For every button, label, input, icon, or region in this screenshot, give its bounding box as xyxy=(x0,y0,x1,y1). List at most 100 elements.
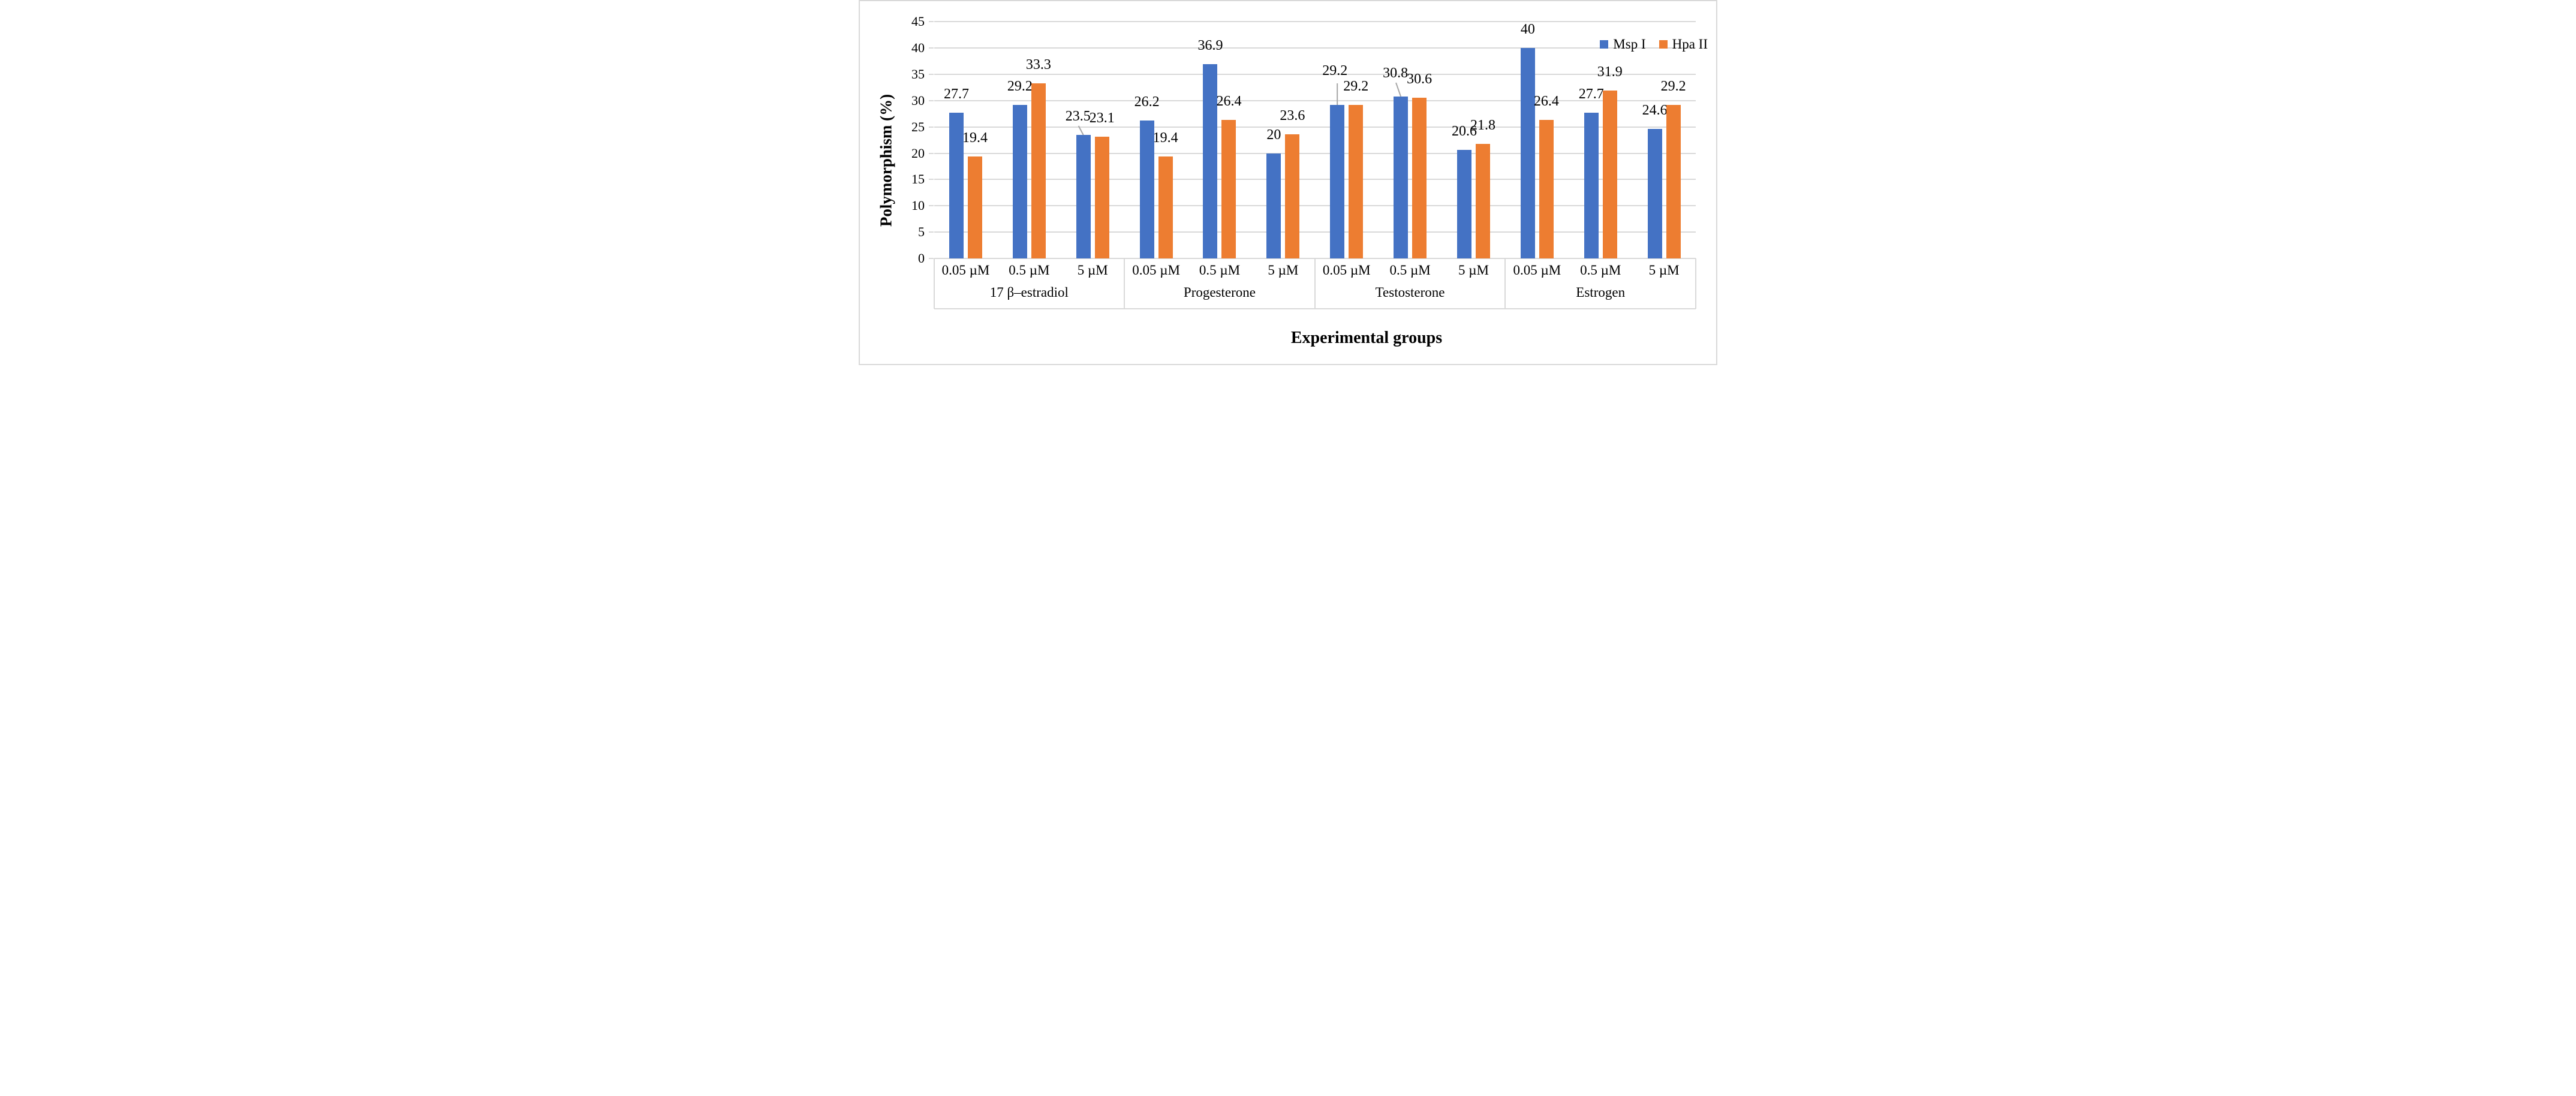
msp-i-swatch-icon xyxy=(1600,40,1609,49)
x-axis-title: Experimental groups xyxy=(1290,329,1443,347)
y-axis-tick-mark xyxy=(928,205,934,207)
bar-hpa-ii xyxy=(1349,105,1364,258)
y-axis-tick-mark xyxy=(928,100,934,101)
y-tick-label: 5 xyxy=(918,224,925,240)
bar-msp-i xyxy=(1456,150,1471,258)
gridline xyxy=(934,74,1696,76)
bar-hpa-ii xyxy=(1094,137,1109,258)
bar-msp-i xyxy=(1647,129,1662,258)
group-label: 17 β–estradiol xyxy=(989,285,1069,300)
value-label: 20 xyxy=(1266,127,1281,143)
category-label: 0.05 µM xyxy=(1132,263,1180,278)
y-axis-tick-mark xyxy=(928,258,934,259)
category-label: 0.5 µM xyxy=(1199,263,1241,278)
value-label: 20.6 xyxy=(1451,124,1477,140)
category-label: 5 µM xyxy=(1458,263,1489,278)
value-label: 40 xyxy=(1520,22,1535,38)
category-label: 0.05 µM xyxy=(1322,263,1371,278)
group-label: Progesterone xyxy=(1183,285,1256,300)
category-label: 5 µM xyxy=(1648,263,1680,278)
value-label: 21.8 xyxy=(1470,117,1495,133)
value-label: 36.9 xyxy=(1197,38,1223,54)
y-axis-tick-mark xyxy=(928,21,934,23)
value-label: 19.4 xyxy=(1152,130,1178,146)
y-tick-label: 15 xyxy=(911,171,925,187)
bar-msp-i xyxy=(1394,96,1409,258)
bar-hpa-ii xyxy=(1221,119,1236,258)
group-separator xyxy=(1124,258,1126,309)
bar-msp-i xyxy=(1203,64,1218,258)
bar-msp-i xyxy=(1520,48,1535,258)
gridline xyxy=(934,100,1696,101)
value-label: 29.2 xyxy=(1343,79,1369,94)
group-separator xyxy=(1695,258,1696,309)
gridline xyxy=(934,152,1696,154)
y-axis-title: Polymorphism (%) xyxy=(877,94,895,227)
y-tick-label: 20 xyxy=(911,145,925,161)
category-label: 5 µM xyxy=(1077,263,1108,278)
value-label: 29.2 xyxy=(1660,79,1686,94)
y-axis-tick-mark xyxy=(928,74,934,76)
y-axis-tick-mark xyxy=(928,179,934,180)
bar-hpa-ii xyxy=(1158,156,1173,258)
value-label: 24.6 xyxy=(1642,103,1668,119)
bar-msp-i xyxy=(1076,134,1091,258)
gridline xyxy=(934,47,1696,49)
gridline xyxy=(934,231,1696,233)
category-label: 0.05 µM xyxy=(1513,263,1561,278)
bar-msp-i xyxy=(949,113,964,258)
y-tick-label: 10 xyxy=(911,198,925,213)
y-axis-tick-mark xyxy=(928,47,934,49)
category-label: 0.5 µM xyxy=(1389,263,1431,278)
value-label: 30.6 xyxy=(1407,71,1433,87)
bar-hpa-ii xyxy=(967,156,982,258)
bar-hpa-ii xyxy=(1602,91,1617,258)
category-label: 0.05 µM xyxy=(941,263,990,278)
category-label: 0.5 µM xyxy=(1580,263,1621,278)
y-tick-label: 30 xyxy=(911,92,925,108)
bar-msp-i xyxy=(1266,153,1281,258)
legend: Msp I Hpa II xyxy=(1600,37,1708,51)
group-separator xyxy=(1314,258,1316,309)
category-axis-bottom-line xyxy=(934,308,1696,309)
bar-hpa-ii xyxy=(1666,105,1681,258)
category-label: 0.5 µM xyxy=(1009,263,1050,278)
bar-chart-figure: 0 5 10 15 20 25 30 35 40 45 27.7 29.2 23.5 26.2 36.9 20… xyxy=(859,0,1717,365)
legend-item-msp-i: Msp I xyxy=(1600,37,1646,52)
value-label: 27.7 xyxy=(943,86,969,103)
value-label: 29.2 xyxy=(1322,63,1348,79)
group-label: Testosterone xyxy=(1375,285,1445,300)
legend-label-msp-i: Msp I xyxy=(1613,37,1646,52)
bar-msp-i xyxy=(1139,121,1154,258)
leader-line xyxy=(1395,82,1402,97)
y-tick-label: 0 xyxy=(918,251,925,266)
value-label: 26.2 xyxy=(1134,94,1160,110)
y-axis-tick-mark xyxy=(928,152,934,154)
value-label: 23.1 xyxy=(1089,110,1115,127)
value-label: 30.8 xyxy=(1383,65,1409,81)
bar-msp-i xyxy=(1330,105,1345,258)
category-label: 5 µM xyxy=(1268,263,1299,278)
value-label: 23.6 xyxy=(1280,108,1305,124)
value-label: 19.4 xyxy=(962,130,988,146)
gridline xyxy=(934,179,1696,180)
value-label: 26.4 xyxy=(1216,93,1242,109)
y-tick-label: 45 xyxy=(911,14,925,29)
bar-hpa-ii xyxy=(1285,134,1300,258)
bar-hpa-ii xyxy=(1539,119,1554,258)
value-label: 33.3 xyxy=(1025,57,1051,73)
bar-msp-i xyxy=(1012,105,1027,258)
y-tick-label: 35 xyxy=(911,67,925,82)
value-label: 26.4 xyxy=(1533,93,1559,109)
group-separator xyxy=(933,258,935,309)
y-tick-label: 25 xyxy=(911,119,925,134)
bar-hpa-ii xyxy=(1412,97,1427,258)
y-axis-tick-mark xyxy=(928,126,934,128)
gridline xyxy=(934,205,1696,207)
value-label: 23.5 xyxy=(1065,108,1091,124)
bar-msp-i xyxy=(1584,113,1599,258)
hpa-ii-swatch-icon xyxy=(1659,40,1668,49)
group-label: Estrogen xyxy=(1576,285,1626,300)
gridline xyxy=(934,126,1696,128)
bar-hpa-ii xyxy=(1031,83,1046,258)
